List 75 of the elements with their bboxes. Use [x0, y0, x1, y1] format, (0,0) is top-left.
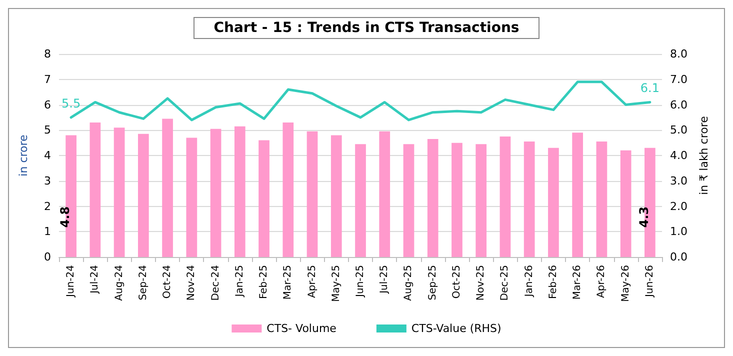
legend-label: CTS- Volume — [266, 322, 337, 335]
bar — [234, 126, 246, 257]
bar — [210, 128, 222, 257]
y-tick-label: 4 — [44, 149, 51, 162]
bar — [90, 122, 101, 257]
data-label: 5.5 — [62, 96, 81, 110]
bar — [355, 144, 366, 257]
bar — [524, 142, 535, 257]
x-tick-label: Mar-25 — [282, 265, 294, 300]
y-tick-label: 7 — [44, 72, 51, 86]
y2-tick-label: 6.0 — [670, 98, 688, 112]
x-tick-label: May-26 — [620, 265, 632, 302]
x-tick-label: Jun-25 — [355, 265, 366, 298]
bar — [620, 150, 632, 257]
bar — [476, 144, 487, 257]
bar — [330, 135, 342, 257]
chart-title: Chart - 15 : Trends in CTS Transactions — [214, 20, 520, 36]
x-tick-label: Dec-25 — [500, 265, 511, 301]
y-tick-label: 8 — [44, 48, 51, 60]
bar — [427, 139, 438, 257]
y-tick-label: 6 — [44, 98, 51, 112]
x-tick-label: Aug-25 — [403, 265, 414, 301]
y2-tick-label: 3.0 — [670, 174, 688, 188]
bar — [548, 148, 559, 257]
x-tick-label: Jun-26 — [644, 265, 656, 298]
y-tick-label: 0 — [44, 250, 51, 264]
y2-axis-title: in ₹ lakh crore — [697, 116, 710, 195]
x-tick-label: Feb-26 — [548, 265, 559, 300]
bar — [186, 138, 198, 257]
x-tick-label: Feb-25 — [258, 265, 270, 300]
x-tick-label: Apr-25 — [306, 265, 318, 298]
bar — [306, 131, 318, 257]
x-tick-label: Jan-25 — [234, 265, 246, 298]
y2-tick-label: 0.0 — [670, 250, 688, 264]
x-tick-label: Nov-24 — [186, 265, 198, 301]
x-tick-label: Apr-26 — [596, 265, 608, 298]
bar — [282, 122, 294, 257]
bar — [379, 131, 390, 257]
x-tick-label: May-25 — [330, 265, 342, 302]
y-tick-label: 5 — [44, 124, 51, 137]
y2-tick-label: 4.0 — [670, 149, 688, 162]
x-tick-label: Oct-24 — [162, 265, 174, 299]
bar — [572, 132, 584, 257]
y-axis-title: in crore — [17, 134, 30, 176]
data-label: 4.3 — [636, 206, 651, 228]
bar — [500, 136, 511, 257]
x-tick-label: Jun-24 — [66, 265, 77, 298]
y2-tick-label: 7.0 — [670, 72, 688, 86]
x-tick-label: Sep-24 — [138, 265, 149, 300]
x-tick-label: Jul-24 — [90, 265, 101, 294]
x-tick-label: Nov-25 — [476, 265, 487, 301]
y2-tick-label: 1.0 — [670, 225, 688, 238]
x-tick-label: Aug-24 — [114, 265, 125, 301]
data-label: 4.8 — [58, 206, 72, 228]
y-tick-label: 2 — [44, 200, 51, 213]
y2-tick-label: 8.0 — [670, 48, 688, 60]
x-tick-label: Sep-25 — [427, 265, 438, 300]
x-tick-label: Oct-25 — [451, 265, 462, 299]
bar — [162, 118, 173, 257]
bar — [138, 134, 149, 257]
x-tick-label: Mar-26 — [572, 265, 584, 300]
y-tick-label: 1 — [44, 225, 51, 238]
x-tick-label: Jan-26 — [524, 265, 535, 298]
bar — [403, 144, 414, 257]
y2-tick-label: 5.0 — [670, 124, 688, 137]
bar — [452, 142, 462, 257]
bar — [258, 140, 270, 257]
bar — [114, 128, 125, 257]
data-label: 6.1 — [640, 81, 660, 96]
bar — [596, 142, 608, 257]
y2-tick-label: 2.0 — [670, 200, 688, 213]
x-tick-label: Jul-25 — [379, 265, 390, 294]
y-tick-label: 3 — [44, 174, 51, 188]
legend-label: CTS-Value (RHS) — [411, 322, 502, 335]
x-tick-label: Dec-24 — [210, 265, 222, 301]
